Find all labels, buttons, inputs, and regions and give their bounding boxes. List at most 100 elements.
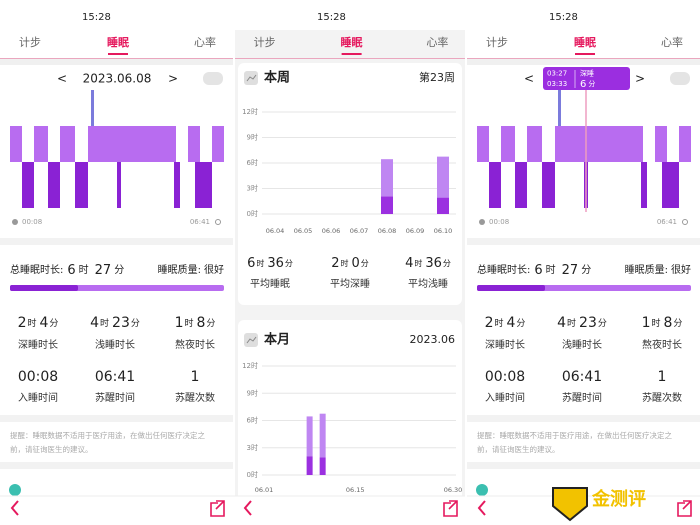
light-sleep-block (679, 126, 691, 162)
value-part: 2 (485, 315, 494, 331)
value-part: 时 (184, 317, 193, 329)
value-part: 分 (285, 259, 293, 268)
tooltip-end: 03:33 (547, 80, 567, 88)
x-tick-label: 06.09 (406, 227, 425, 235)
status-bar (0, 0, 233, 30)
stat-value: 06:41 (95, 369, 135, 385)
y-tick-label: 6时 (247, 416, 258, 425)
watermark-shield (552, 487, 588, 522)
awake-marker (91, 90, 94, 126)
light-sleep-block (501, 126, 515, 162)
value-part: 23 (112, 315, 130, 331)
date: 2023.06.08 (83, 72, 152, 86)
bar (306, 456, 313, 475)
stat-value: 00:08 (485, 369, 525, 385)
value-part: 2 (331, 256, 339, 271)
value-part: 时 (546, 264, 556, 276)
bar (437, 156, 449, 198)
value-part: 4 (405, 256, 413, 271)
panel-gap (465, 0, 467, 525)
moon-icon (479, 219, 485, 225)
separator (0, 59, 233, 65)
tab[interactable]: 计步 (486, 36, 508, 49)
x-tick-label: 06.15 (346, 486, 365, 494)
prev-day[interactable]: < (524, 72, 534, 86)
light-sleep-block (655, 126, 667, 162)
prev-day[interactable]: < (57, 72, 67, 86)
stat-value: 2时 4分 (485, 315, 526, 331)
value-part: 分 (361, 259, 369, 268)
awake-marker (558, 90, 561, 126)
tab-indicator (108, 53, 128, 55)
stat-label: 入睡时间 (485, 391, 525, 404)
stat-value: 4时 23分 (90, 315, 140, 331)
value-part: 6 (67, 263, 75, 278)
sun-icon (215, 219, 221, 225)
share-button[interactable] (677, 500, 692, 517)
tab[interactable]: 计步 (254, 36, 276, 49)
y-tick-label: 12时 (242, 107, 258, 116)
status-time: 15:28 (549, 12, 578, 23)
tab[interactable]: 睡眠 (107, 35, 129, 49)
end-time: 06:41 (657, 218, 677, 226)
tab[interactable]: 睡眠 (574, 35, 596, 49)
tab[interactable]: 睡眠 (340, 35, 362, 49)
value-part: 27 (562, 263, 579, 278)
bar (437, 197, 449, 214)
average-label: 平均深睡 (330, 277, 370, 290)
panel (0, 0, 233, 525)
tab[interactable]: 心率 (194, 35, 216, 49)
next-day[interactable]: > (168, 72, 178, 86)
card-title: 本月 (264, 332, 290, 348)
back-button[interactable] (10, 500, 19, 516)
total-sleep: 总睡眠时长: 6 时 27 分 (477, 263, 591, 278)
bar (319, 413, 326, 458)
bar (306, 416, 313, 457)
value-part: 分 (206, 318, 215, 329)
share-button[interactable] (210, 500, 225, 517)
value-part: 分 (581, 264, 591, 276)
value-part: 分 (598, 318, 607, 329)
y-tick-label: 3时 (247, 443, 258, 452)
value-part: 36 (267, 256, 284, 271)
stat-value: 1时 8分 (175, 315, 216, 331)
y-tick-label: 3时 (247, 184, 258, 193)
stat-label: 浅睡时长 (95, 338, 135, 351)
stat-label: 深睡时长 (485, 338, 525, 351)
back-button[interactable] (477, 500, 486, 516)
tooltip-stage: 深睡 (580, 69, 594, 78)
back-button[interactable] (243, 500, 252, 516)
start-time: 00:08 (22, 218, 42, 226)
share-button[interactable] (443, 500, 458, 517)
separator (467, 415, 700, 422)
deep-sleep-block (542, 162, 555, 208)
tab[interactable]: 心率 (426, 35, 448, 49)
value-part: 睡眠质量: (625, 263, 668, 276)
value-part: 时 (494, 317, 503, 329)
disclaimer: 前，请征询医生的建议。 (477, 444, 560, 454)
next-day[interactable]: > (635, 72, 645, 86)
y-tick-label: 9时 (247, 388, 258, 397)
x-tick-label: 06.06 (322, 227, 341, 235)
toggle (670, 72, 690, 85)
deep-sleep-block (48, 162, 60, 208)
stat-value: 4时 23分 (557, 315, 607, 331)
value-part: 睡眠质量: (158, 263, 201, 276)
separator (0, 462, 233, 469)
deep-sleep-block (22, 162, 34, 208)
separator (0, 238, 233, 245)
tab[interactable]: 计步 (19, 36, 41, 49)
stat-label: 苏醒次数 (175, 391, 215, 404)
stat-label: 苏醒时间 (95, 391, 135, 404)
tab[interactable]: 心率 (661, 35, 683, 49)
tooltip (543, 67, 630, 90)
card-period: 2023.06 (410, 333, 456, 346)
status-bar (235, 0, 465, 30)
value-part: 1 (642, 315, 651, 331)
progress-deep (10, 285, 78, 291)
progress-deep (477, 285, 545, 291)
separator (467, 462, 700, 469)
x-tick-label: 06.01 (255, 486, 274, 494)
stat-value: 00:08 (18, 369, 58, 385)
